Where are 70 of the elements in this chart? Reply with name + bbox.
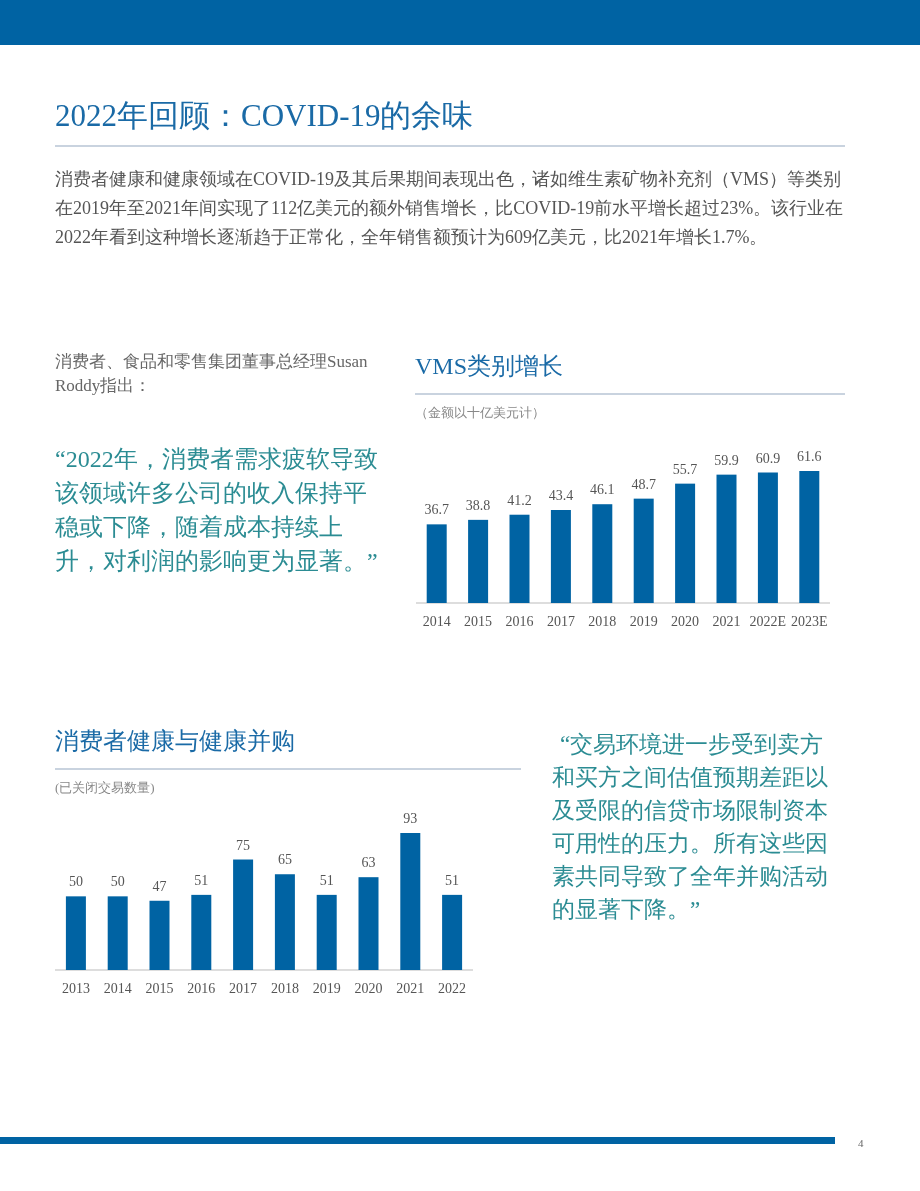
chart-subtitle: （金额以十亿美元计） [415, 404, 545, 422]
bar [633, 498, 654, 603]
bar [799, 471, 820, 603]
bar [65, 896, 86, 970]
data-label: 51 [319, 872, 334, 888]
bar [442, 894, 463, 970]
bar [757, 472, 778, 603]
data-label: 60.9 [755, 450, 781, 466]
text: 4 [858, 1137, 864, 1149]
x-tick-label: 2020 [354, 981, 383, 996]
x-tick-label: 2021 [396, 981, 425, 996]
bar [675, 483, 696, 603]
bar [592, 504, 613, 603]
bar [509, 514, 530, 603]
data-label: 63 [361, 855, 376, 871]
bar [233, 859, 254, 970]
text: 2022年回顾：COVID-19的余味 [55, 97, 475, 135]
x-tick-label: 2019 [629, 614, 658, 629]
x-tick-label: 2017 [229, 981, 258, 996]
bar [149, 900, 170, 970]
text: “交易环境进一步受到卖方和买方之间估值预期差距以及受限的信贷市场限制资本可用性的压力。所有这些因素共同导致了全年并购活动的显著下降。” [552, 731, 829, 924]
data-label: 65 [277, 852, 292, 868]
bar [107, 896, 128, 970]
x-tick-label: 2021 [712, 614, 741, 629]
text: “2022年，消费者需求疲软导致该领域许多公司的收入保持平稳或下降，随着成本持续上升，对利润的影响更为显著。” [55, 445, 379, 576]
data-label: 38.8 [465, 497, 491, 513]
x-tick-label: 2015 [145, 981, 174, 996]
data-label: 51 [445, 872, 460, 888]
bar [468, 519, 489, 603]
text: 消费者健康和健康领域在COVID-19及其后果期间表现出色，诸如维生素矿物补充剂（VMS）等类别在2019年至2021年间实现了112亿美元的额外销售增长，比COVID-19前水平增长超过23%。该行业在2022年看到这种增长逐渐趋于正常化，全年销售额预计为609亿美元，比2021年增长1.7%。 [55, 168, 845, 249]
data-label: 61.6 [797, 449, 822, 464]
data-label: 36.7 [424, 502, 449, 518]
x-tick-label: 2020 [671, 614, 700, 629]
data-label: 50 [68, 874, 83, 890]
data-label: 41.2 [507, 492, 532, 508]
x-tick-label: 2018 [588, 614, 617, 629]
data-label: 48.7 [631, 476, 656, 492]
bar [716, 474, 737, 603]
data-label: 55.7 [672, 461, 698, 477]
chart-subtitle: (已关闭交易数量) [55, 779, 155, 797]
bar [550, 510, 571, 603]
x-tick-label: 2016 [187, 981, 216, 996]
x-tick-label: 2022E [749, 614, 787, 629]
bar [358, 877, 379, 970]
data-label: 43.4 [548, 488, 574, 503]
data-label: 93 [403, 811, 418, 826]
x-tick-label: 2014 [103, 981, 132, 996]
data-label: 51 [194, 872, 209, 888]
x-tick-label: 2016 [505, 614, 534, 629]
data-label: 46.1 [590, 482, 615, 498]
x-tick-label: 2023E [791, 614, 828, 629]
chart-title: 消费者健康与健康并购 [55, 727, 296, 756]
chart-title: VMS类别增长 [415, 352, 565, 381]
x-tick-label: 2018 [270, 981, 299, 996]
bar [400, 833, 421, 970]
data-label: 59.9 [714, 452, 739, 468]
x-tick-label: 2017 [546, 614, 575, 629]
bar [191, 894, 212, 970]
x-tick-label: 2019 [312, 981, 341, 996]
x-tick-label: 2015 [464, 614, 493, 629]
bar [426, 524, 447, 603]
bar [316, 894, 337, 970]
x-tick-label: 2013 [61, 981, 90, 996]
data-label: 50 [110, 874, 125, 890]
x-tick-label: 2014 [422, 614, 451, 629]
x-tick-label: 2022 [438, 981, 467, 996]
text: 消费者、食品和零售集团董事总经理Susan Roddy指出： [55, 351, 369, 397]
data-label: 47 [152, 878, 167, 894]
data-label: 75 [236, 837, 251, 853]
bar [274, 874, 295, 970]
